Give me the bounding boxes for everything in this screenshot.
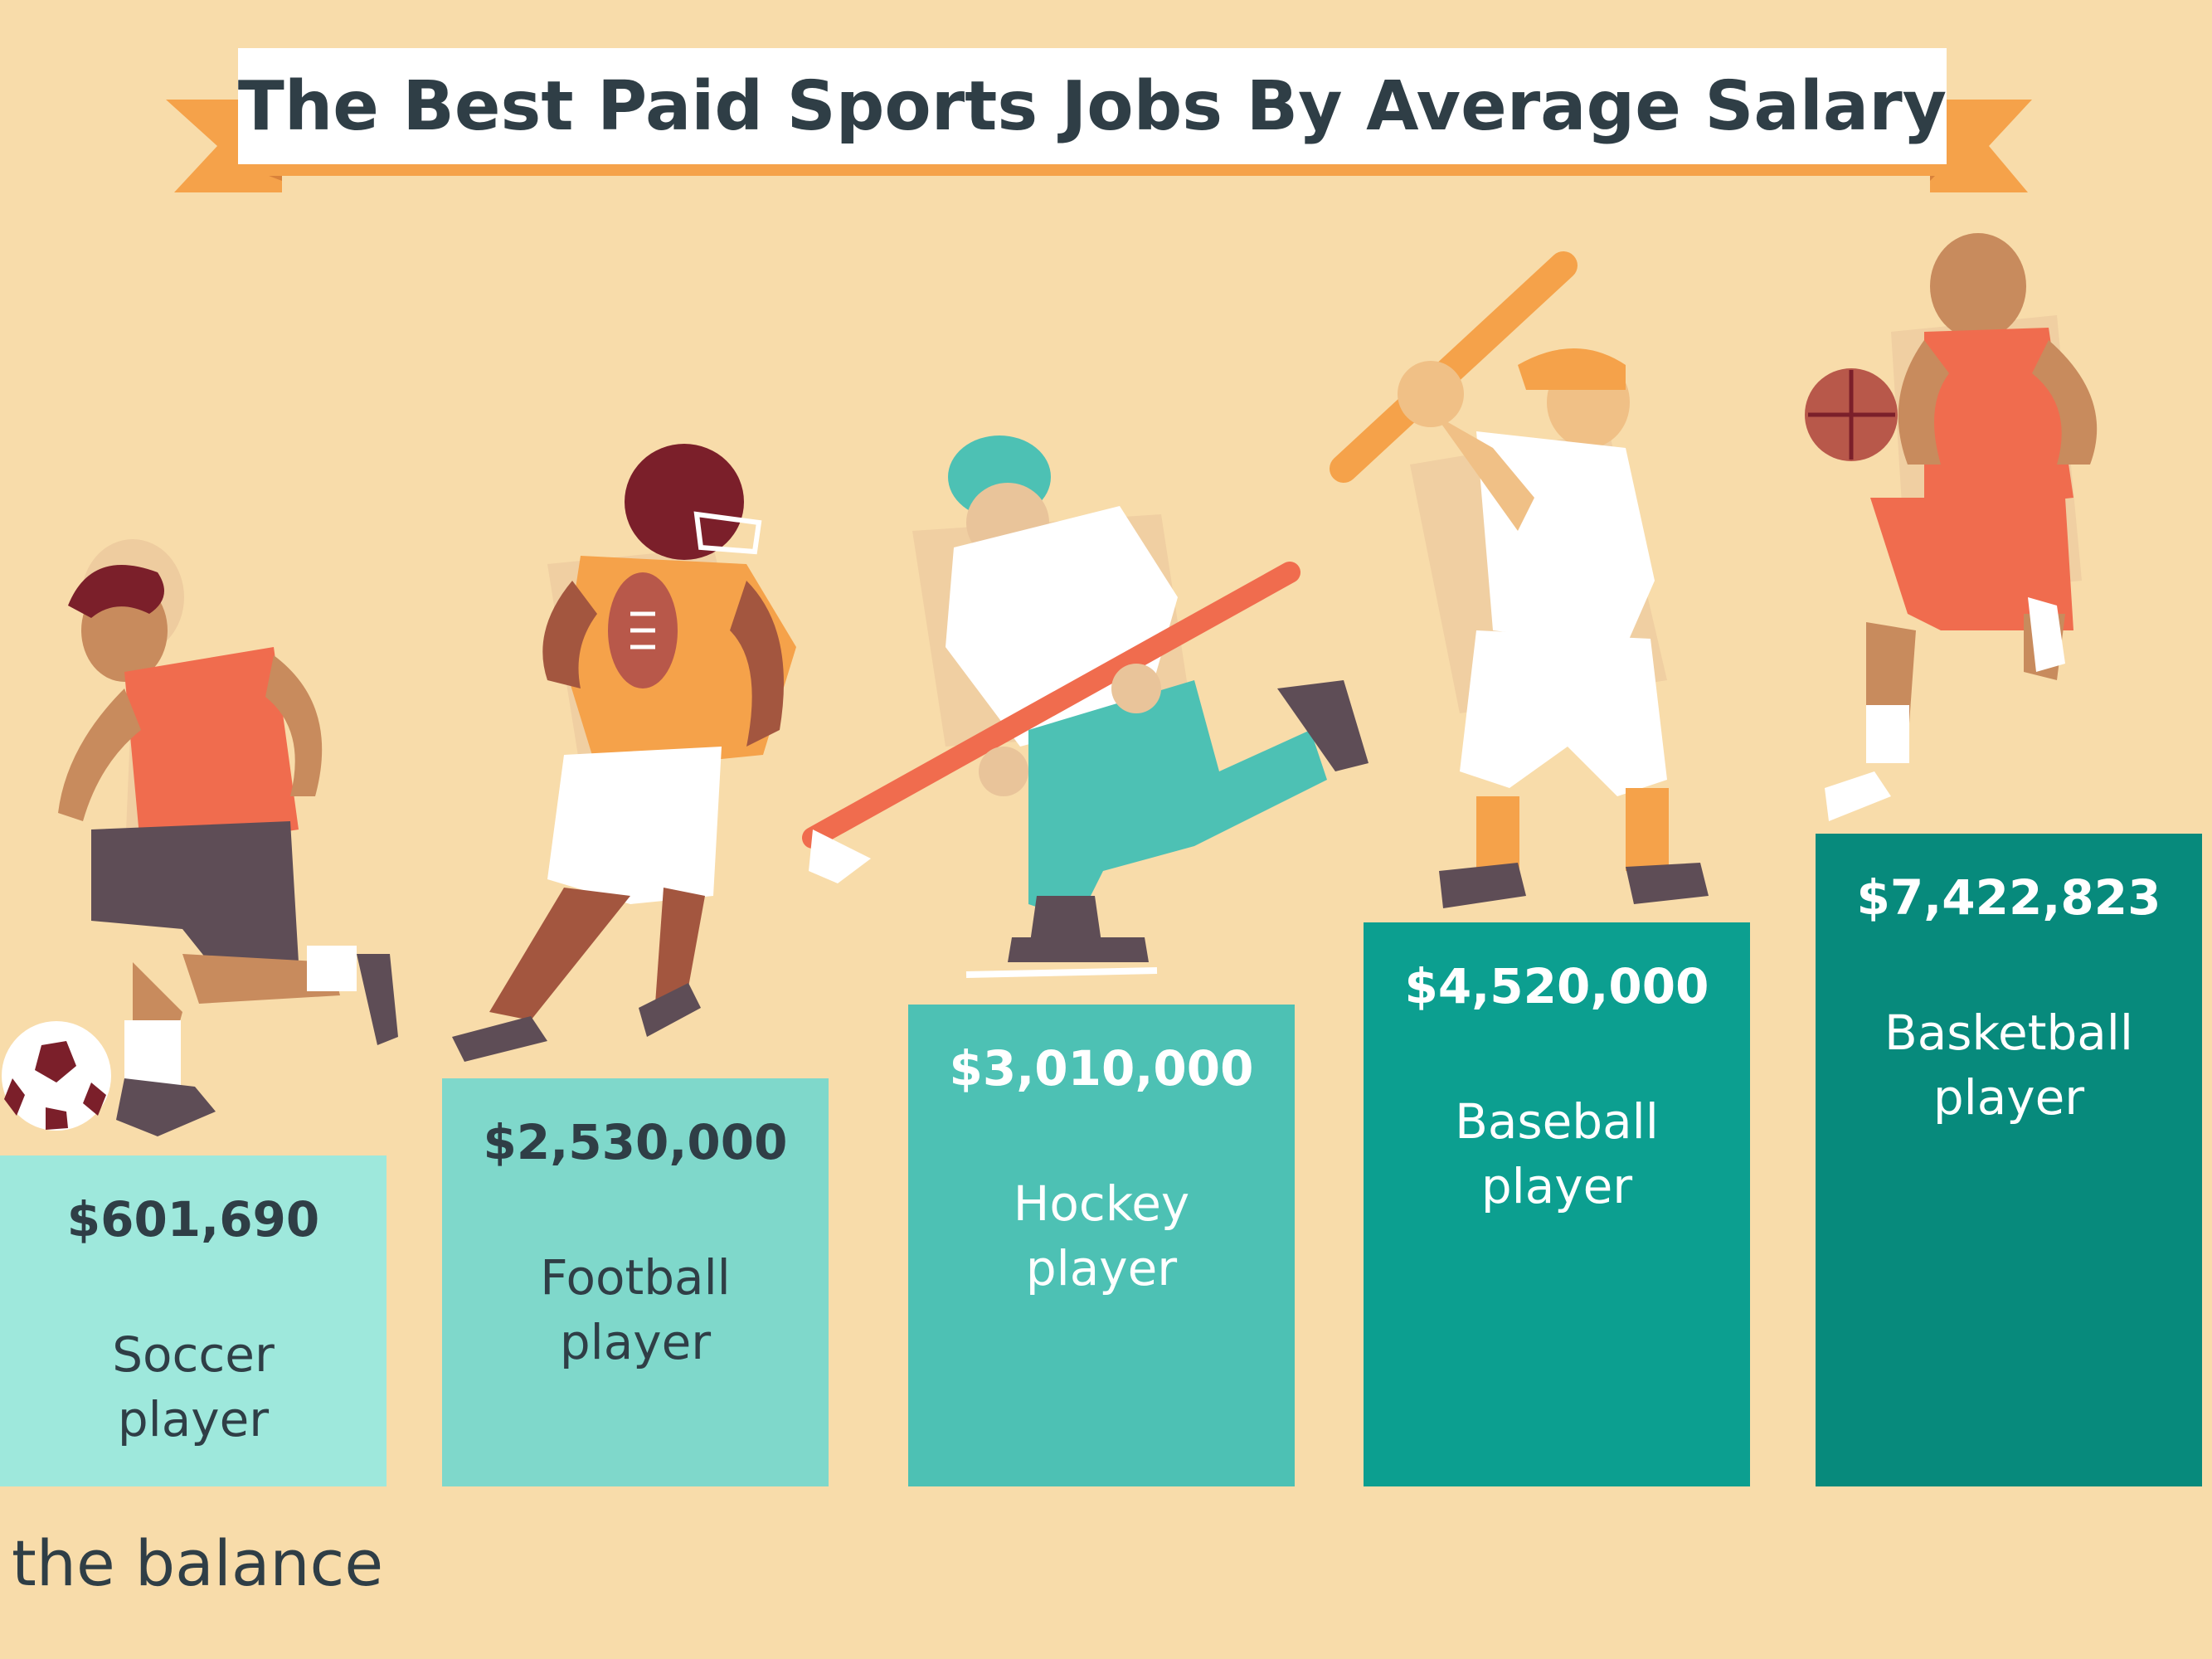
bar-value-label: $601,690: [67, 1191, 320, 1248]
ribbon-right-tail: [1930, 100, 2032, 192]
bar-category-label: player: [560, 1314, 711, 1370]
baseball-player-icon: [1330, 251, 1709, 908]
bar-category-label: Hockey: [1014, 1175, 1190, 1232]
bar-category-label: player: [1481, 1158, 1632, 1214]
soccer-player-icon: [2, 539, 398, 1136]
bar-baseball: [1364, 922, 1750, 1486]
basketball-player-icon: [1805, 233, 2098, 821]
bars-group: $601,690 Soccer player $2,530,000 Football pl…: [0, 834, 2202, 1486]
bar-football: [442, 1078, 829, 1486]
bar-soccer: [0, 1155, 386, 1486]
bar-basketball: [1816, 834, 2202, 1486]
bar-category-label: player: [118, 1391, 269, 1447]
bar-category-label: player: [1026, 1240, 1177, 1297]
bar-category-label: player: [1933, 1069, 2084, 1126]
bar-value-label: $3,010,000: [950, 1040, 1254, 1097]
hockey-player-icon: [802, 435, 1369, 978]
chart-title: The Best Paid Sports Jobs By Average Sal…: [237, 66, 1947, 146]
bar-category-label: Baseball: [1455, 1093, 1659, 1150]
bar-category-label: Football: [540, 1249, 731, 1306]
football-player-icon: [452, 444, 796, 1062]
bar-hockey: [908, 1005, 1295, 1486]
bar-value-label: $2,530,000: [484, 1114, 788, 1170]
brand-logo-text: the balance: [12, 1526, 384, 1600]
bar-value-label: $4,520,000: [1405, 958, 1709, 1014]
bar-value-label: $7,422,823: [1857, 869, 2161, 926]
bar-category-label: Basketball: [1884, 1005, 2133, 1061]
title-banner: The Best Paid Sports Jobs By Average Sal…: [238, 48, 1947, 164]
bar-category-label: Soccer: [112, 1326, 275, 1383]
